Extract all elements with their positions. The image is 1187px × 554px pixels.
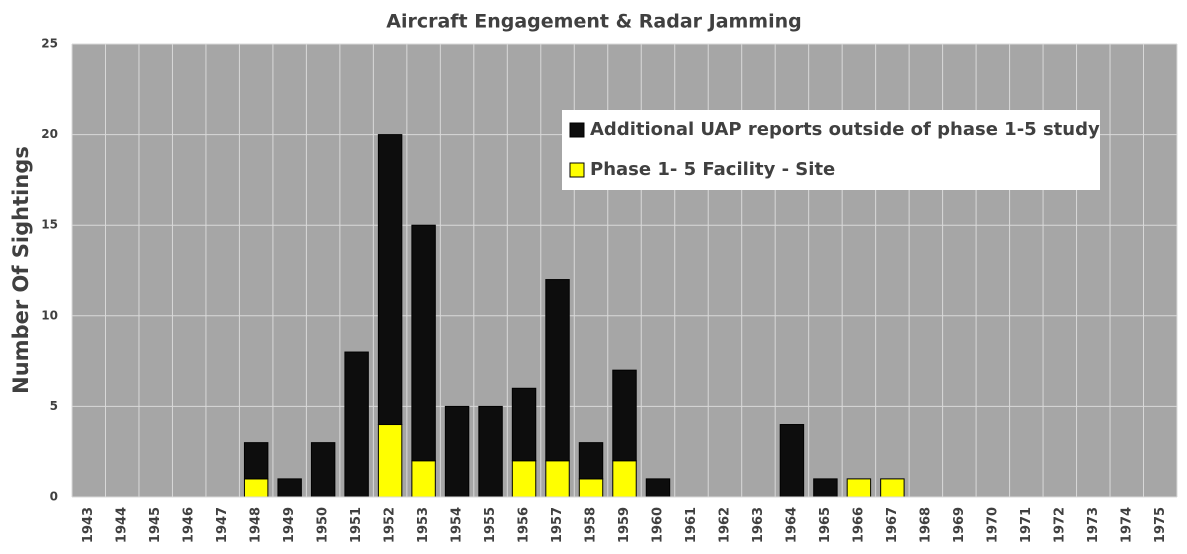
y-tick-label: 0 bbox=[50, 490, 58, 504]
x-tick-label: 1962 bbox=[717, 507, 732, 543]
y-tick-label: 5 bbox=[50, 399, 58, 413]
x-tick-label: 1968 bbox=[918, 507, 933, 543]
x-tick-label: 1957 bbox=[550, 507, 565, 543]
bar-segment bbox=[511, 460, 537, 498]
bar-segment bbox=[545, 460, 570, 498]
bar-segment bbox=[645, 478, 671, 498]
legend-swatch bbox=[569, 162, 585, 178]
y-tick-label: 10 bbox=[41, 308, 58, 322]
bar-segment bbox=[478, 405, 503, 498]
legend-label: Additional UAP reports outside of phase … bbox=[590, 119, 1100, 140]
bar-segment bbox=[612, 369, 637, 462]
bar-segment bbox=[377, 424, 403, 498]
x-tick-label: 1959 bbox=[617, 507, 632, 543]
bar-segment bbox=[612, 460, 637, 498]
bar-segment bbox=[243, 442, 269, 480]
x-tick-label: 1952 bbox=[383, 507, 398, 543]
bar-segment bbox=[578, 478, 604, 498]
bar-segment bbox=[243, 478, 269, 498]
bar-segment bbox=[813, 478, 838, 498]
x-tick-label: 1964 bbox=[784, 507, 799, 543]
x-tick-label: 1953 bbox=[416, 507, 431, 543]
bar-segment bbox=[411, 224, 436, 462]
bar-segment bbox=[444, 405, 470, 498]
x-tick-label: 1950 bbox=[316, 507, 331, 543]
x-tick-label: 1949 bbox=[282, 507, 297, 543]
legend-label: Phase 1- 5 Facility - Site bbox=[590, 159, 835, 180]
y-tick-label: 20 bbox=[41, 127, 58, 141]
chart-title: Aircraft Engagement & Radar Jamming bbox=[386, 11, 802, 33]
bar-segment bbox=[344, 351, 369, 498]
bar-segment bbox=[277, 478, 302, 498]
y-tick-label: 25 bbox=[41, 37, 58, 51]
bar-segment bbox=[779, 424, 805, 498]
x-tick-label: 1963 bbox=[751, 507, 766, 543]
legend-box bbox=[562, 110, 1100, 190]
x-tick-label: 1960 bbox=[650, 507, 665, 543]
x-tick-label: 1954 bbox=[450, 507, 465, 543]
legend-swatch bbox=[569, 122, 585, 138]
bar-segment bbox=[846, 478, 872, 498]
bar-segment bbox=[411, 460, 436, 498]
x-tick-label: 1956 bbox=[517, 507, 532, 543]
legend: Additional UAP reports outside of phase … bbox=[562, 110, 1100, 190]
x-tick-label: 1961 bbox=[684, 507, 699, 543]
y-axis-label: Number Of Sightings bbox=[9, 146, 33, 394]
bar-segment bbox=[377, 134, 403, 426]
bar-segment bbox=[578, 442, 604, 480]
x-tick-label: 1946 bbox=[182, 507, 197, 543]
x-tick-label: 1974 bbox=[1119, 507, 1134, 543]
x-tick-label: 1970 bbox=[985, 507, 1000, 543]
x-tick-label: 1955 bbox=[483, 507, 498, 543]
x-tick-label: 1973 bbox=[1086, 507, 1101, 543]
x-tick-label: 1951 bbox=[349, 507, 364, 543]
x-tick-label: 1967 bbox=[885, 507, 900, 543]
bar-segment bbox=[880, 478, 905, 498]
x-tick-label: 1945 bbox=[148, 507, 163, 543]
bar-segment bbox=[310, 442, 336, 498]
x-tick-label: 1969 bbox=[952, 507, 967, 543]
y-tick-label: 15 bbox=[41, 218, 58, 232]
x-tick-label: 1958 bbox=[584, 507, 599, 543]
bar-segment bbox=[511, 387, 537, 462]
x-tick-label: 1947 bbox=[215, 507, 230, 543]
bar-segment bbox=[545, 279, 570, 462]
x-tick-label: 1965 bbox=[818, 507, 833, 543]
x-tick-label: 1972 bbox=[1052, 507, 1067, 543]
x-tick-label: 1944 bbox=[115, 507, 130, 543]
x-tick-label: 1966 bbox=[851, 507, 866, 543]
x-tick-label: 1975 bbox=[1153, 507, 1168, 543]
x-tick-label: 1971 bbox=[1019, 507, 1034, 543]
x-tick-label: 1948 bbox=[249, 507, 264, 543]
x-tick-label: 1943 bbox=[81, 507, 96, 543]
